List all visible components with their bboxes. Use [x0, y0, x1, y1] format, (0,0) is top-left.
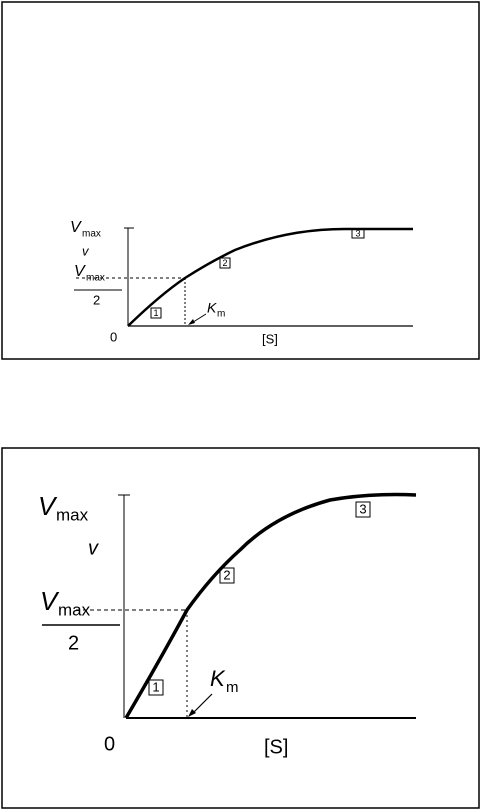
km-symbol: K: [207, 300, 217, 316]
panel-large: V max v V max 2 0 K m [S] 1 2 3: [1, 447, 480, 809]
curve: [127, 227, 413, 327]
km-arrowhead: [188, 319, 195, 325]
half-subscript: max: [86, 273, 105, 284]
v-label: v: [88, 537, 99, 559]
curve: [124, 492, 417, 719]
origin: 0: [104, 733, 115, 755]
km-arrow: [191, 693, 213, 715]
km-symbol: K: [210, 666, 226, 691]
half-denominator: 2: [68, 632, 79, 654]
vmax-symbol: V: [38, 491, 58, 521]
region-label: 2: [222, 258, 227, 268]
region-box: [150, 307, 162, 319]
region-label: 1: [152, 679, 159, 694]
half-symbol: V: [40, 586, 60, 616]
half-symbol: V: [74, 263, 86, 280]
region-box: [219, 567, 235, 584]
region-label: 1: [153, 308, 158, 318]
km-arrowhead: [188, 709, 196, 717]
half-subscript: max: [58, 600, 91, 619]
region-label: 2: [223, 567, 230, 582]
origin: 0: [110, 329, 117, 344]
frame: [1, 1, 480, 360]
region-box: [355, 501, 371, 518]
region-box: [219, 257, 231, 269]
km-subscript: m: [226, 679, 239, 696]
v-label: v: [82, 243, 90, 258]
frame: [1, 447, 480, 809]
x-label: [S]: [264, 736, 288, 758]
vmax-subscript: max: [56, 505, 89, 524]
x-label: [S]: [262, 331, 278, 346]
vmax-symbol: V: [70, 219, 82, 236]
panel-small: V max v V max 2 0 K m [S] 1 2 3: [1, 1, 480, 360]
region-label: 3: [359, 501, 366, 516]
km-subscript: m: [217, 309, 225, 320]
half-denominator: 2: [93, 292, 100, 307]
region-label: 3: [355, 228, 360, 238]
region-box: [351, 228, 365, 239]
region-box: [148, 679, 164, 696]
vmax-subscript: max: [82, 229, 101, 240]
